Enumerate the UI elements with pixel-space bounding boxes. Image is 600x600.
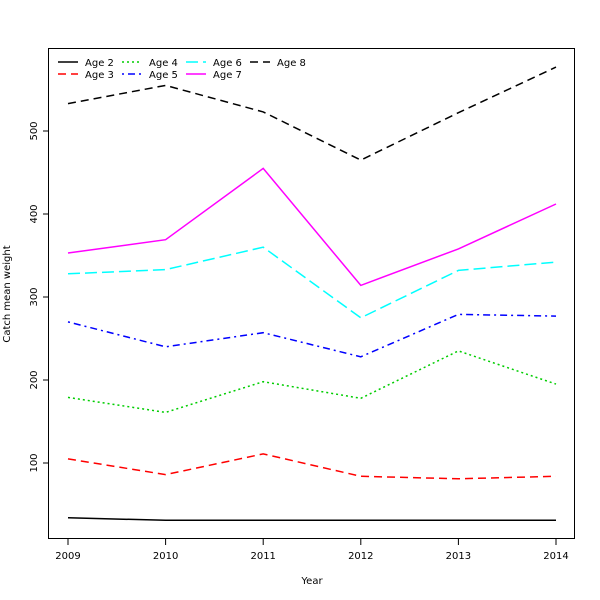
series-line-age-2 <box>67 517 556 522</box>
x-axis: 2009 2010 2011 2012 2013 2014 <box>55 539 569 562</box>
y-tick-label: 400 <box>29 204 40 223</box>
x-axis-label: Year <box>300 576 323 587</box>
series-layer <box>67 66 557 522</box>
legend-label: Age 3 <box>85 70 114 81</box>
legend-label: Age 8 <box>277 58 306 69</box>
series-line-age-6 <box>67 246 557 319</box>
x-tick-label: 2011 <box>250 551 275 562</box>
x-tick-label: 2012 <box>348 551 373 562</box>
y-tick-label: 500 <box>29 121 40 140</box>
plot-frame <box>48 48 575 539</box>
y-tick-label: 100 <box>29 453 40 472</box>
x-tick-label: 2009 <box>55 551 80 562</box>
legend-label: Age 6 <box>213 58 242 69</box>
x-tick-label: 2014 <box>543 551 568 562</box>
x-tick-label: 2013 <box>446 551 471 562</box>
y-axis-label: Catch mean weight <box>2 245 13 342</box>
legend-label: Age 5 <box>149 70 178 81</box>
series-line-age-4 <box>67 350 557 414</box>
y-tick-label: 300 <box>29 287 40 306</box>
y-tick-label: 200 <box>29 370 40 389</box>
x-tick-label: 2010 <box>153 551 178 562</box>
legend-label: Age 2 <box>85 58 114 69</box>
series-line-age-8 <box>67 66 557 161</box>
legend-label: Age 7 <box>213 70 242 81</box>
series-line-age-5 <box>67 313 557 358</box>
series-line-age-3 <box>67 453 557 480</box>
y-axis: 100 200 300 400 500 <box>29 121 49 473</box>
series-line-age-7 <box>67 167 557 287</box>
legend-label: Age 4 <box>149 58 178 69</box>
